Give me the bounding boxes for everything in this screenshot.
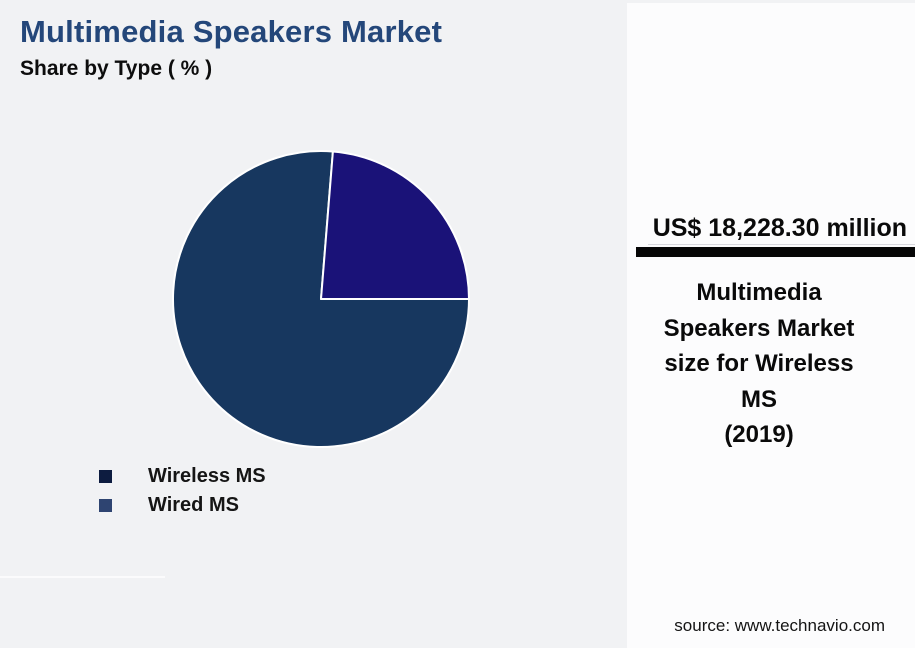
legend-swatch-wired-icon: [99, 499, 112, 512]
source-text: source: www.technavio.com: [674, 616, 885, 635]
legend-item-wireless-ms: Wireless MS: [99, 462, 266, 491]
page-subtitle: Share by Type ( % ): [20, 57, 213, 80]
pie-chart: [171, 149, 471, 449]
legend-label-wireless-ms: Wireless MS: [148, 465, 266, 487]
pie-legend: Wireless MS Wired MS: [99, 462, 266, 520]
market-size-caption: Multimedia Speakers Market size for Wire…: [663, 279, 855, 448]
page-title: Multimedia Speakers Market: [20, 14, 443, 49]
pie-chart-svg: [172, 150, 470, 449]
side-panel: US$ 18,228.30 million Multimedia Speaker…: [627, 3, 915, 648]
market-size-value: US$ 18,228.30 million: [652, 214, 907, 242]
legend-item-wired-ms: Wired MS: [99, 491, 266, 520]
pie-slice-wired-ms: [320, 150, 470, 300]
value-underline: [648, 244, 915, 245]
legend-swatch-wireless-icon: [99, 470, 112, 483]
divider-bar: [636, 247, 915, 257]
legend-label-wired-ms: Wired MS: [148, 494, 239, 516]
baseline-divider: [0, 576, 165, 578]
